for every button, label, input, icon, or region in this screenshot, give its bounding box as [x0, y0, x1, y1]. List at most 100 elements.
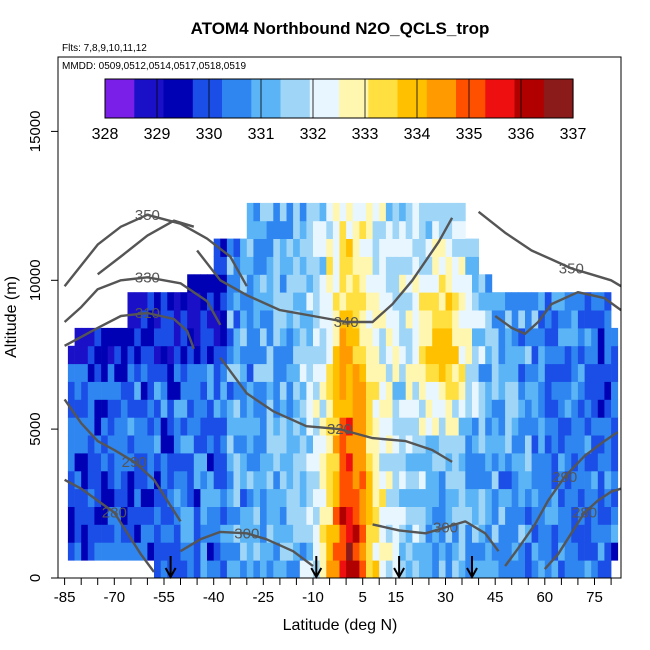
contour-label: 330	[135, 269, 160, 286]
heat-cell	[94, 506, 102, 525]
heat-cell	[147, 399, 155, 418]
heat-cell	[405, 435, 413, 454]
heat-cell	[584, 435, 592, 454]
heat-cell	[67, 506, 75, 525]
heat-cell	[74, 399, 82, 418]
heat-cell	[253, 202, 261, 222]
heat-cell	[253, 506, 261, 525]
heat-cell	[313, 381, 320, 400]
heat-cell	[438, 202, 446, 222]
heat-cell	[246, 310, 254, 329]
flights-note: Flts: 7,8,9,10,11,12	[62, 43, 147, 54]
heat-cell	[233, 453, 241, 472]
heat-cell	[246, 470, 254, 490]
heat-cell	[173, 488, 181, 507]
heat-cell	[193, 274, 201, 293]
heat-cell	[140, 345, 148, 365]
heat-cell	[213, 506, 221, 525]
heat-cell	[452, 310, 460, 329]
heat-cell	[584, 310, 592, 329]
x-tick-label: 60	[536, 589, 553, 606]
heat-cell	[425, 417, 433, 436]
heat-cell	[87, 417, 95, 436]
heat-cell	[266, 363, 274, 382]
heat-cell	[366, 399, 373, 418]
heat-cell	[458, 453, 466, 472]
heat-cell	[213, 542, 221, 561]
heat-cell	[213, 560, 221, 579]
heat-cell	[432, 220, 440, 239]
heat-cell	[359, 202, 367, 222]
heat-cell	[591, 542, 599, 561]
heat-cell	[518, 327, 526, 347]
heat-cell	[472, 310, 479, 329]
heat-cell	[352, 220, 360, 239]
heat-cell	[518, 488, 526, 507]
heat-cell	[187, 470, 195, 490]
heat-cell	[180, 435, 188, 454]
heat-cell	[571, 310, 579, 329]
heat-cell	[352, 435, 360, 454]
heat-cell	[173, 363, 181, 382]
heat-cell	[339, 506, 347, 525]
heat-cell	[279, 488, 287, 507]
heat-cell	[313, 363, 320, 382]
heat-cell	[266, 202, 274, 222]
heat-cell	[279, 560, 287, 579]
heat-cell	[293, 488, 301, 507]
colorbar-swatch	[309, 79, 340, 118]
heat-cell	[193, 363, 201, 382]
heat-cell	[591, 488, 599, 507]
heat-cell	[445, 274, 453, 293]
colorbar-swatch	[514, 79, 545, 118]
heat-cell	[74, 524, 82, 543]
heat-cell	[120, 381, 128, 400]
heat-cell	[591, 345, 599, 365]
heat-cell	[392, 470, 400, 490]
heat-cell	[385, 202, 393, 222]
heat-cell	[260, 542, 267, 561]
heat-cell	[279, 453, 287, 472]
heat-cell	[465, 506, 473, 525]
heat-cell	[577, 417, 585, 436]
colorbar-swatch	[222, 79, 252, 118]
heat-cell	[577, 524, 585, 543]
heat-cell	[544, 417, 552, 436]
heat-cell	[346, 292, 354, 311]
heat-cell	[604, 524, 612, 543]
heat-cell	[127, 417, 135, 436]
heat-cell	[326, 470, 334, 490]
heat-cell	[94, 381, 102, 400]
heat-cell	[412, 292, 420, 311]
heat-cell	[134, 363, 142, 382]
heat-cell	[266, 345, 274, 365]
heat-cell	[167, 542, 175, 561]
heat-cell	[74, 345, 82, 365]
heat-cell	[584, 327, 592, 347]
heat-cell	[332, 202, 340, 222]
heat-cell	[478, 542, 486, 561]
heat-cell	[101, 399, 109, 418]
heat-cell	[101, 327, 109, 347]
heat-cell	[114, 542, 122, 561]
heat-cell	[220, 381, 228, 400]
heat-cell	[544, 327, 552, 347]
heat-cell	[339, 310, 347, 329]
heat-cell	[525, 363, 532, 382]
heat-cell	[538, 560, 546, 579]
heat-cell	[213, 417, 221, 436]
heat-cell	[445, 435, 453, 454]
heat-cell	[498, 506, 506, 525]
y-tick-label: 5000	[27, 412, 44, 445]
heat-cell	[518, 435, 526, 454]
heat-cell	[332, 524, 340, 543]
colorbar-tick-label: 337	[560, 126, 587, 143]
heat-cell	[286, 470, 294, 490]
heat-cell	[127, 453, 135, 472]
heat-cell	[591, 363, 599, 382]
heat-cell	[240, 292, 248, 311]
heat-cell	[412, 327, 420, 347]
heat-cell	[498, 470, 506, 490]
heat-cell	[180, 417, 188, 436]
heat-cell	[591, 399, 599, 418]
